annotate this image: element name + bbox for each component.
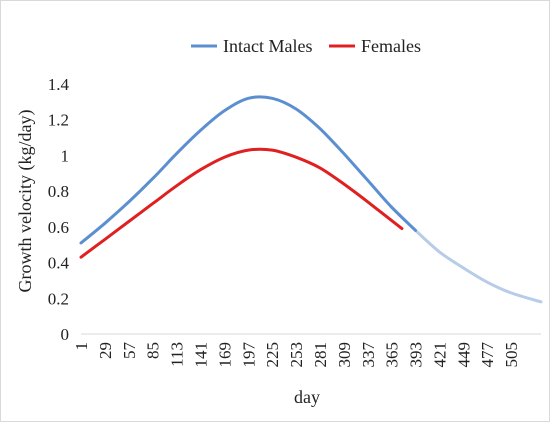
x-tick-label: 449 bbox=[454, 342, 473, 368]
y-tick-label: 0 bbox=[61, 325, 70, 344]
legend-label-females: Females bbox=[361, 36, 421, 56]
y-tick-label: 1.2 bbox=[48, 111, 69, 130]
x-tick-label: 57 bbox=[120, 342, 139, 360]
x-tick-label: 29 bbox=[96, 342, 115, 359]
x-tick-labels: 1 29 57 85 113 141 169 197 225 253 281 309 337 365 393… bbox=[72, 342, 521, 368]
x-axis-title: day bbox=[294, 387, 320, 407]
y-axis-title: Growth velocity (kg/day) bbox=[15, 110, 36, 293]
y-tick-label: 0.8 bbox=[48, 182, 69, 201]
x-tick-label: 141 bbox=[191, 342, 210, 368]
series-line-females bbox=[79, 147, 404, 259]
x-tick-label: 253 bbox=[287, 342, 306, 368]
x-tick-label: 421 bbox=[430, 342, 449, 368]
x-tick-label: 169 bbox=[215, 342, 234, 368]
legend-label-intact-males: Intact Males bbox=[223, 36, 312, 56]
series-line-intact-males bbox=[79, 95, 417, 245]
x-tick-label: 85 bbox=[144, 342, 163, 359]
x-tick-label: 477 bbox=[478, 342, 497, 368]
x-tick-label: 113 bbox=[168, 342, 187, 367]
y-tick-label: 0.6 bbox=[48, 218, 69, 237]
x-tick-label: 225 bbox=[263, 342, 282, 368]
x-tick-label: 309 bbox=[335, 342, 354, 368]
x-tick-label: 505 bbox=[502, 342, 521, 368]
x-tick-label: 1 bbox=[72, 342, 91, 351]
legend: Intact Males Females bbox=[191, 36, 421, 56]
y-tick-label: 1.4 bbox=[48, 75, 70, 94]
series-line-extension bbox=[390, 205, 543, 304]
y-tick-label: 0.2 bbox=[48, 289, 69, 308]
y-tick-label: 1 bbox=[61, 146, 70, 165]
y-tick-label: 0.4 bbox=[48, 254, 70, 273]
x-tick-label: 281 bbox=[311, 342, 330, 368]
x-tick-label: 197 bbox=[239, 342, 258, 368]
x-tick-label: 337 bbox=[359, 342, 378, 368]
x-tick-label: 393 bbox=[407, 342, 426, 368]
series-layer bbox=[79, 95, 543, 304]
y-tick-labels: 0 0.2 0.4 0.6 0.8 1 1.2 1.4 bbox=[48, 75, 70, 344]
x-tick-label: 365 bbox=[383, 342, 402, 368]
